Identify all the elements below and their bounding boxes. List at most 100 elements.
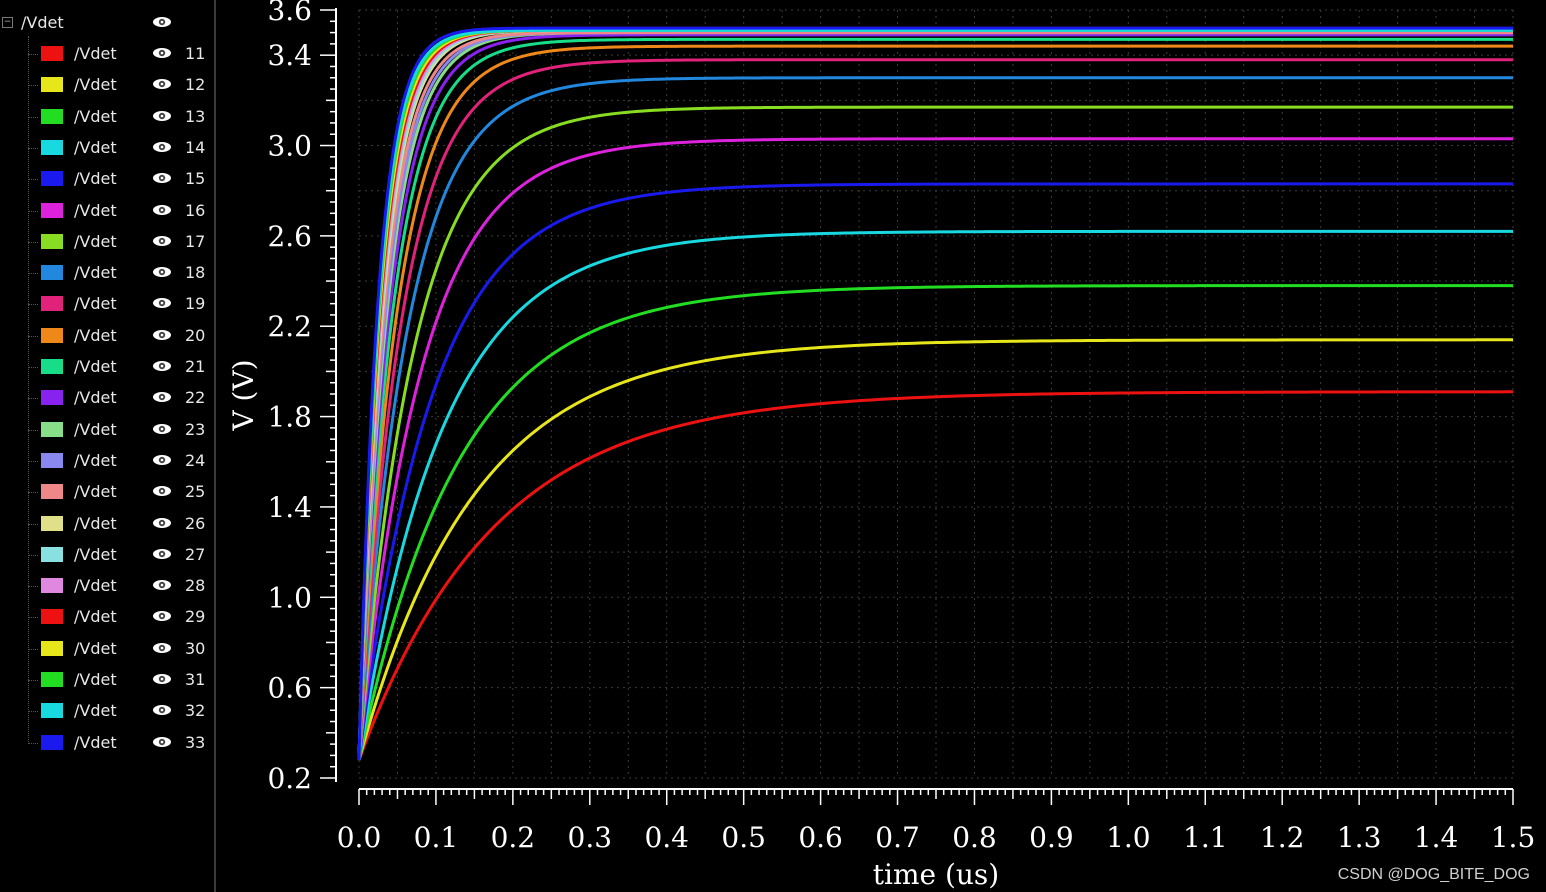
waveform-line[interactable] [357,33,1513,760]
signal-color-swatch[interactable] [41,609,63,625]
eye-icon[interactable] [152,171,172,185]
signal-row[interactable]: /Vdet 33 [0,730,212,756]
signal-row[interactable]: /Vdet 20 [0,323,212,349]
signal-row[interactable]: /Vdet 23 [0,417,212,443]
eye-icon[interactable] [152,328,172,342]
waveform-line[interactable] [357,37,1513,761]
signal-name: /Vdet [74,325,117,345]
waveform-line[interactable] [357,338,1513,761]
waveform-line[interactable] [357,229,1513,761]
waveform-line[interactable] [357,284,1513,761]
eye-icon[interactable] [152,641,172,655]
signal-group-row[interactable]: − /Vdet [0,10,64,34]
eye-icon[interactable] [152,234,172,248]
signal-row[interactable]: /Vdet 11 [0,41,212,67]
signal-row[interactable]: /Vdet 28 [0,573,212,599]
signal-color-swatch[interactable] [41,202,63,218]
waveform-line[interactable] [357,26,1513,760]
eye-icon[interactable] [152,547,172,561]
signal-color-swatch[interactable] [41,296,63,312]
signal-color-swatch[interactable] [41,77,63,93]
signal-row[interactable]: /Vdet 12 [0,72,212,98]
signal-row[interactable]: /Vdet 19 [0,291,212,317]
signal-color-swatch[interactable] [41,640,63,656]
signal-color-swatch[interactable] [41,546,63,562]
signal-color-swatch[interactable] [41,515,63,531]
eye-icon[interactable] [152,672,172,686]
eye-icon[interactable] [152,77,172,91]
plot-grid [358,9,1514,779]
signal-row[interactable]: /Vdet 18 [0,260,212,286]
eye-icon[interactable] [152,15,172,29]
signal-color-swatch[interactable] [41,734,63,750]
signal-row[interactable]: /Vdet 31 [0,667,212,693]
waveform-line[interactable] [357,58,1513,761]
waveform-line[interactable] [357,137,1513,761]
signal-color-swatch[interactable] [41,703,63,719]
signal-row[interactable]: /Vdet 16 [0,198,212,224]
signal-color-swatch[interactable] [41,359,63,374]
signal-color-swatch[interactable] [41,139,63,155]
signal-row[interactable]: /Vdet 21 [0,354,212,380]
tree-branch [28,398,38,400]
signal-color-swatch[interactable] [41,672,63,687]
eye-icon[interactable] [152,140,172,154]
eye-icon[interactable] [152,203,172,217]
signal-color-swatch[interactable] [41,265,63,281]
signal-color-swatch[interactable] [41,46,63,61]
signal-row[interactable]: /Vdet 13 [0,104,212,130]
signal-number: 18 [185,263,206,283]
eye-icon[interactable] [152,609,172,623]
signal-row[interactable]: /Vdet 30 [0,636,212,662]
signal-name: /Vdet [74,44,117,63]
signal-row[interactable]: /Vdet 26 [0,511,212,537]
eye-icon[interactable] [152,46,172,60]
signal-color-swatch[interactable] [41,484,63,500]
signal-row[interactable]: /Vdet 17 [0,229,212,255]
waveform-line[interactable] [357,390,1513,762]
signal-row[interactable]: /Vdet 15 [0,166,212,192]
signal-color-swatch[interactable] [41,390,63,406]
signal-color-swatch[interactable] [41,171,63,187]
signal-row[interactable]: /Vdet 32 [0,698,212,724]
waveform-line[interactable] [357,182,1513,761]
eye-icon[interactable] [152,453,172,467]
waveform-line[interactable] [357,31,1513,760]
waveform-line[interactable] [357,105,1513,761]
signal-row[interactable]: /Vdet 27 [0,542,212,568]
tree-branch [28,742,38,744]
collapse-icon[interactable]: − [2,16,13,28]
waveform-line[interactable] [357,76,1513,761]
y-tick-label: 1.8 [267,401,312,434]
signal-row[interactable]: /Vdet 14 [0,135,212,161]
signal-list-panel: − /Vdet /Vdet 11/Vdet 12/Vdet 13/Vdet 14/Vde… [0,0,216,892]
x-tick-label: 0.8 [952,821,997,854]
eye-icon[interactable] [152,265,172,279]
eye-icon[interactable] [152,359,172,373]
eye-icon[interactable] [152,422,172,436]
eye-icon[interactable] [152,109,172,123]
signal-name: /Vdet [74,169,117,189]
signal-color-swatch[interactable] [41,452,63,468]
signal-color-swatch[interactable] [41,233,63,249]
waveform-line[interactable] [357,44,1513,761]
eye-icon[interactable] [152,390,172,404]
eye-icon[interactable] [152,484,172,498]
tree-branch [28,680,38,681]
eye-icon[interactable] [152,735,172,749]
eye-icon[interactable] [152,578,172,592]
signal-color-swatch[interactable] [41,421,63,437]
signal-color-swatch[interactable] [41,578,63,594]
signal-color-swatch[interactable] [41,108,63,124]
signal-row[interactable]: /Vdet 24 [0,448,212,474]
eye-icon[interactable] [152,296,172,310]
waveform-line[interactable] [357,28,1513,760]
signal-color-swatch[interactable] [41,327,63,343]
signal-row[interactable]: /Vdet 22 [0,385,212,411]
signal-row[interactable]: /Vdet 25 [0,479,212,505]
eye-icon[interactable] [152,703,172,717]
signal-row[interactable]: /Vdet 29 [0,604,212,630]
signal-group-label: /Vdet [21,12,64,32]
eye-icon[interactable] [152,516,172,530]
